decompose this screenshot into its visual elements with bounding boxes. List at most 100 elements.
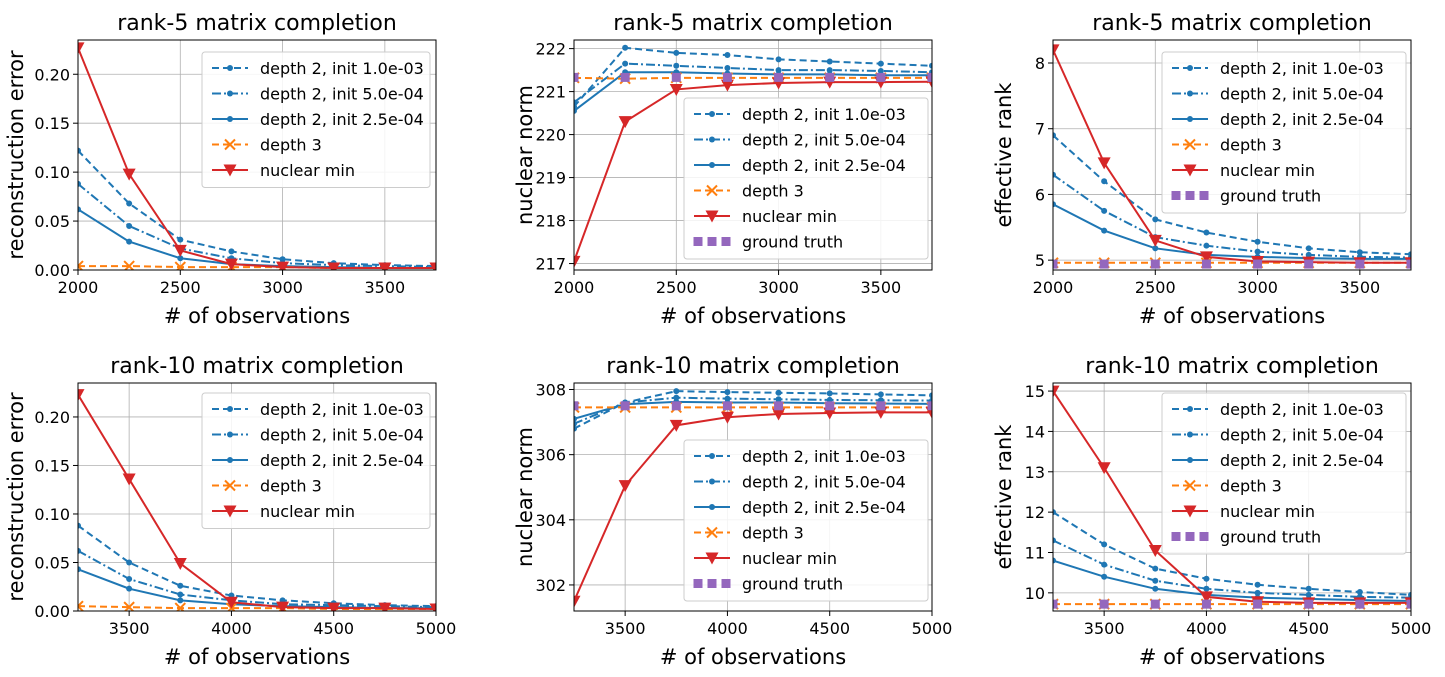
plot-area <box>1053 385 1411 610</box>
legend-entry: depth 2, init 5.0e-04 <box>694 473 906 492</box>
legend-box <box>1161 392 1407 555</box>
legend-label: depth 2, init 2.5e-04 <box>1220 110 1384 129</box>
data-point <box>1053 259 1058 269</box>
legend-label: depth 2, init 2.5e-04 <box>742 156 906 175</box>
series-line <box>78 394 436 611</box>
data-point <box>327 262 341 270</box>
axes-frame <box>573 382 933 612</box>
series-d2a <box>78 522 436 610</box>
data-point <box>177 236 184 243</box>
legend-marker <box>1183 505 1197 518</box>
data-point <box>669 83 683 96</box>
data-point <box>1304 259 1314 269</box>
legend-box <box>683 439 929 602</box>
series-gt <box>1053 599 1411 609</box>
y-tick-label: 7 <box>1035 120 1045 139</box>
series-line <box>1053 134 1411 256</box>
series-d2b <box>574 60 932 106</box>
legend: depth 2, init 1.0e-03 depth 2, init 5.0e-… <box>201 51 431 188</box>
legend-entry: depth 2, init 5.0e-04 <box>1172 426 1384 445</box>
legend-label: depth 3 <box>1220 477 1282 496</box>
data-point <box>927 72 932 82</box>
data-point <box>825 401 835 411</box>
chart-panel-4: 3500 4000 4500 5000 0.00 0.05 0.10 0.15 0.20 rank… <box>4 354 456 669</box>
series-d2a <box>1053 132 1411 258</box>
data-point <box>1148 544 1162 557</box>
x-tick-label: 2500 <box>1135 278 1176 297</box>
legend-marker <box>1187 65 1193 71</box>
legend-marker <box>227 65 233 71</box>
x-axis-label: # of observations <box>1139 645 1325 669</box>
data-point <box>1356 589 1363 596</box>
legend-entry: nuclear min <box>212 161 355 180</box>
data-point <box>720 411 734 424</box>
legend-entry: ground truth <box>693 575 843 594</box>
x-axis-label: # of observations <box>164 645 350 669</box>
data-point <box>123 601 135 611</box>
data-point <box>774 401 784 411</box>
legend-marker <box>1185 532 1195 541</box>
data-point <box>877 60 884 67</box>
legend-label: depth 2, init 1.0e-03 <box>1220 400 1384 419</box>
data-point <box>775 67 782 74</box>
legend-entry: nuclear min <box>694 207 837 226</box>
data-point <box>1203 585 1210 592</box>
data-point <box>1053 385 1060 398</box>
legend-box <box>683 97 929 260</box>
legend-entry: nuclear min <box>1172 161 1315 180</box>
data-point <box>1203 242 1210 249</box>
data-point <box>1053 509 1056 516</box>
series-d2a <box>574 388 932 432</box>
legend-marker <box>709 453 715 459</box>
series-line <box>574 411 932 602</box>
y-tick-label: 0.15 <box>34 456 70 475</box>
x-axis-label: # of observations <box>660 304 846 328</box>
legend-marker <box>707 579 717 588</box>
data-point <box>1053 599 1058 609</box>
x-tick-label: 2000 <box>554 278 595 297</box>
data-point <box>671 72 681 82</box>
legend-label: nuclear min <box>260 502 355 521</box>
data-point <box>1101 541 1108 548</box>
legend-marker <box>1171 191 1181 200</box>
data-point <box>1152 216 1159 223</box>
data-point <box>1355 599 1365 609</box>
y-tick-label: 0.00 <box>34 261 70 280</box>
data-point <box>671 401 681 411</box>
legend-marker <box>721 579 731 588</box>
y-tick-label: 218 <box>535 212 566 231</box>
legend-entry: depth 2, init 1.0e-03 <box>212 400 424 419</box>
x-tick-label: 2000 <box>58 278 99 297</box>
data-point <box>669 419 683 432</box>
legend-marker <box>223 164 237 177</box>
axes-frame <box>77 39 437 271</box>
data-point <box>1254 248 1261 255</box>
data-point <box>1203 575 1210 582</box>
y-tick-label: 308 <box>535 381 566 400</box>
data-point <box>929 392 932 399</box>
data-point <box>720 79 734 92</box>
series-line <box>574 396 932 425</box>
chart-panel-6: 3500 4000 4500 5000 10 11 12 13 14 15 rank-10 matr… <box>992 354 1431 669</box>
legend-marker <box>709 111 715 117</box>
legend-marker <box>693 237 703 246</box>
y-tick-label: 219 <box>535 169 566 188</box>
data-point <box>1150 599 1160 609</box>
x-tick-label: 5000 <box>416 619 457 638</box>
data-point <box>122 473 136 486</box>
data-point <box>78 522 81 529</box>
chart-panel-3: 2000 2500 3000 3500 5 6 7 8 rank-5 matrix comple… <box>992 11 1412 328</box>
y-tick-label: 220 <box>535 126 566 145</box>
legend-entry: nuclear min <box>694 549 837 568</box>
data-point <box>574 401 579 411</box>
chart-title: rank-5 matrix completion <box>613 11 893 36</box>
y-tick-label: 10 <box>1025 584 1045 603</box>
legend-label: ground truth <box>742 575 843 594</box>
legend-entry: depth 2, init 1.0e-03 <box>694 447 906 466</box>
axes-frame <box>77 382 437 612</box>
x-tick-label: 2000 <box>1033 278 1074 297</box>
legend-box <box>201 392 431 529</box>
data-point <box>78 206 81 213</box>
legend-marker <box>709 136 715 143</box>
